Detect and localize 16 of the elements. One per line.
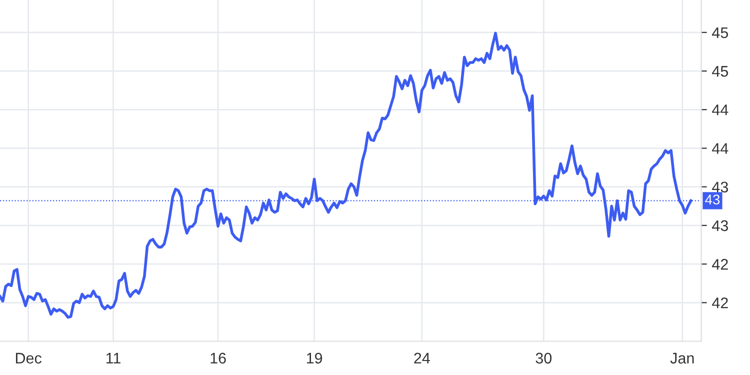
- y-tick-label: 43: [712, 220, 728, 232]
- x-tick-label: Dec: [16, 352, 42, 364]
- x-tick-label: 24: [414, 352, 430, 364]
- y-tick-label: 44: [712, 143, 728, 154]
- x-tick-label: Jan: [670, 352, 694, 364]
- x-tick-label: 16: [210, 352, 226, 364]
- y-tick-label: 42: [712, 298, 728, 308]
- y-tick-label: 45: [712, 27, 728, 38]
- y-tick-label: 42: [712, 258, 728, 270]
- x-tick-label: 11: [106, 352, 120, 364]
- y-tick-label: 43: [712, 182, 728, 193]
- y-tick-label: 44: [712, 104, 728, 116]
- y-tick-label: 45: [712, 66, 728, 77]
- ref-line-label: 43: [705, 194, 720, 204]
- x-tick-label: 30: [536, 352, 552, 364]
- x-tick-label: 19: [306, 352, 322, 364]
